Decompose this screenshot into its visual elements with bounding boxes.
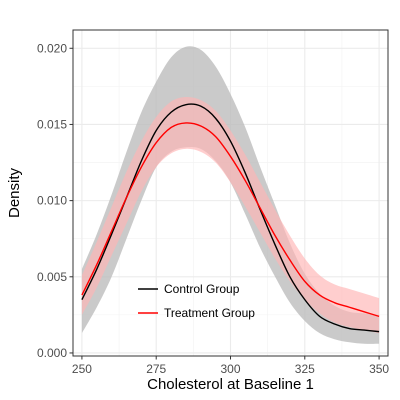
x-tick-label: 350 (369, 362, 389, 376)
line-treatment-group (81, 122, 380, 318)
legend: Control Group Treatment Group (138, 282, 255, 320)
confidence-bands (81, 46, 380, 344)
y-axis-title: Density (6, 167, 23, 218)
x-tick-label: 300 (220, 362, 240, 376)
y-axis-ticks: 0.000 0.005 0.010 0.015 0.020 (37, 41, 73, 360)
x-axis-ticks: 250 275 300 325 350 (72, 356, 389, 376)
y-tick-label: 0.015 (37, 117, 67, 131)
x-tick-label: 325 (295, 362, 315, 376)
y-tick-label: 0.010 (37, 194, 67, 208)
legend-label: Treatment Group (164, 306, 255, 320)
x-tick-label: 250 (72, 362, 92, 376)
x-tick-label: 275 (146, 362, 166, 376)
y-tick-label: 0.000 (37, 346, 67, 360)
grid-major (73, 30, 388, 356)
legend-label: Control Group (164, 282, 240, 296)
density-lines (81, 103, 380, 333)
y-tick-label: 0.020 (37, 41, 67, 55)
band-treatment-group (81, 96, 380, 334)
y-tick-label: 0.005 (37, 270, 67, 284)
x-axis-title: Cholesterol at Baseline 1 (147, 376, 314, 393)
